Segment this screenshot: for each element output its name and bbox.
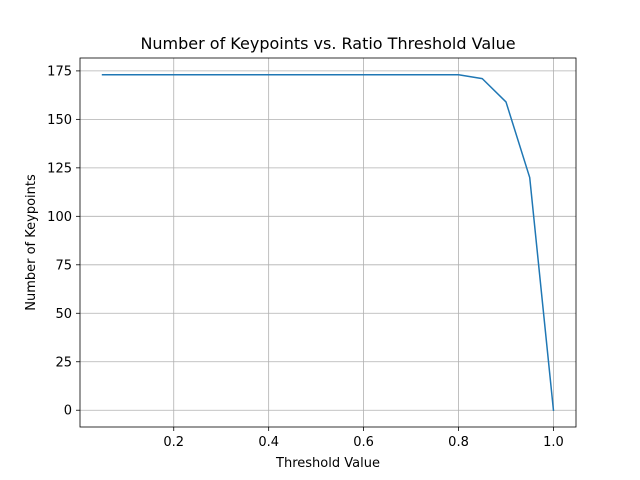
x-tick-label: 0.8 [448, 435, 469, 450]
series-line [101, 74, 555, 412]
series-layer [101, 74, 555, 412]
y-axis-label: Number of Keypoints [24, 174, 39, 311]
y-axis-ticks: 0 25 50 75 100 125 150 175 [47, 64, 80, 419]
chart-title: Number of Keypoints vs. Ratio Threshold … [140, 34, 515, 53]
y-tick-label: 0 [64, 404, 72, 419]
y-tick-label: 125 [47, 161, 72, 176]
x-axis-ticks: 0.2 0.4 0.6 0.8 1.0 [163, 427, 564, 450]
y-tick-label: 25 [55, 355, 72, 370]
y-tick-label: 50 [55, 307, 72, 322]
x-axis-label: Threshold Value [275, 456, 380, 471]
y-tick-label: 150 [47, 113, 72, 128]
x-tick-label: 0.2 [163, 435, 184, 450]
grid-layer [80, 58, 576, 427]
y-tick-label: 100 [47, 210, 72, 225]
x-tick-label: 0.6 [353, 435, 374, 450]
y-tick-label: 175 [47, 64, 72, 79]
x-tick-label: 1.0 [543, 435, 564, 450]
plot-frame [79, 57, 577, 428]
y-tick-label: 75 [55, 258, 72, 273]
x-tick-label: 0.4 [258, 435, 279, 450]
